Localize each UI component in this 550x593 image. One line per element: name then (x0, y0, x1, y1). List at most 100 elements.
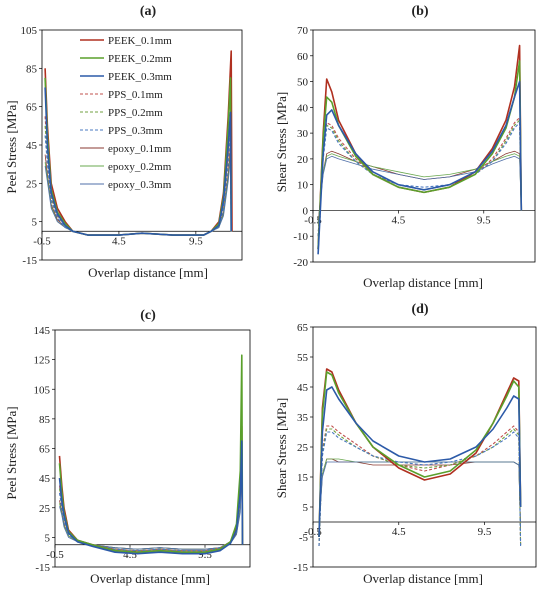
y-tick-label-d-2: 5 (303, 502, 309, 514)
series-line-b-peek-0-2mm (317, 60, 523, 250)
series-line-d-peek-0-3mm (318, 386, 522, 538)
series-line-d-pps-0-3mm (318, 431, 522, 547)
x-axis-title-c: Overlap distance [mm] (90, 571, 210, 586)
series-line-c-pps-0-2mm (58, 410, 244, 552)
series-line-c-peek-0-3mm (58, 440, 244, 555)
y-tick-label-c-0: -15 (35, 562, 50, 574)
series-line-a-peek-0-2mm (44, 77, 232, 236)
plot-frame-b (312, 29, 536, 263)
y-tick-label-d-5: 35 (297, 412, 309, 424)
y-tick-label-d-0: -15 (293, 562, 308, 574)
x-tick-label-a-0: -0.5 (33, 235, 51, 247)
series-line-d-pps-0-1mm (318, 425, 522, 547)
legend-label-pps-0-3mm: PPS_0.3mm (108, 125, 163, 137)
y-tick-label-b-3: 10 (297, 180, 309, 192)
y-tick-label-b-9: 70 (297, 25, 309, 37)
plot-frame-d (312, 326, 537, 568)
x-tick-label-d-2: 9.5 (478, 526, 492, 538)
series-line-c-pps-0-3mm (58, 418, 244, 552)
series-line-b-pps-0-3mm (317, 122, 522, 237)
series-line-b-epoxy-0-3mm (317, 155, 522, 224)
panel-d: (d) -15 -5 5 15 25 35 45 55 65 -0.5 4.5 9.5 Overlap… (274, 302, 537, 586)
series-line-d-peek-0-2mm (318, 371, 522, 538)
legend-a: PEEK_0.1mm PEEK_0.2mm PEEK_0.3mm PPS_0.1mm P… (80, 35, 172, 191)
x-tick-label-d-1: 4.5 (392, 526, 406, 538)
y-tick-label-d-4: 25 (297, 442, 309, 454)
series-line-a-peek-0-3mm (44, 87, 232, 236)
panel-b: (b) -20 -10 0 10 20 30 40 50 60 70 -0.5 4.5 9.5 Over… (274, 4, 536, 290)
series-line-d-peek-0-1mm (318, 368, 522, 538)
series-line-c-peek-0-2mm (58, 354, 244, 553)
y-axis-title-d: Shear Stress [MPa] (274, 398, 289, 498)
y-tick-label-a-1: 5 (32, 217, 38, 229)
panel-letter-c: (c) (140, 308, 156, 323)
legend-label-pps-0-1mm: PPS_0.1mm (108, 89, 163, 101)
y-axis-title-c: Peel Stress [MPa] (4, 406, 19, 499)
series-line-d-pps-0-2mm (318, 428, 522, 547)
y-tick-label-d-7: 55 (297, 352, 309, 364)
y-tick-label-b-2: 0 (303, 205, 309, 217)
y-axis-title-b: Shear Stress [MPa] (274, 92, 289, 192)
legend-label-peek-0-3mm: PEEK_0.3mm (108, 71, 172, 83)
series-line-c-epoxy-0-3mm (59, 470, 243, 550)
legend-label-epoxy-0-3mm: epoxy_0.3mm (108, 179, 172, 191)
plot-area-d: -15 -5 5 15 25 35 45 55 65 -0.5 4.5 9.5 (293, 322, 537, 574)
legend-label-peek-0-2mm: PEEK_0.2mm (108, 53, 172, 65)
plot-area-b: -20 -10 0 10 20 30 40 50 60 70 -0.5 4.5 9.5 (293, 25, 536, 269)
y-tick-label-c-7: 125 (34, 355, 51, 367)
y-tick-label-d-3: 15 (297, 472, 309, 484)
y-tick-label-b-6: 40 (297, 102, 309, 114)
y-tick-label-b-4: 20 (297, 154, 309, 166)
y-tick-label-d-6: 45 (297, 382, 309, 394)
y-tick-label-c-8: 145 (34, 325, 51, 337)
y-tick-label-c-2: 25 (39, 503, 51, 515)
y-tick-label-b-5: 30 (297, 128, 309, 140)
y-tick-label-c-1: 5 (45, 532, 51, 544)
panel-letter-d: (d) (411, 302, 428, 317)
x-tick-label-b-2: 9.5 (477, 214, 491, 226)
series-line-b-epoxy-0-2mm (317, 153, 522, 224)
legend-label-epoxy-0-2mm: epoxy_0.2mm (108, 161, 172, 173)
x-axis-title-d: Overlap distance [mm] (363, 571, 483, 586)
series-line-b-peek-0-3mm (317, 80, 523, 255)
x-tick-label-c-0: -0.5 (46, 549, 64, 561)
y-tick-label-b-8: 60 (297, 51, 309, 63)
x-tick-label-b-1: 4.5 (392, 214, 406, 226)
plot-frame-c (54, 329, 251, 568)
y-tick-label-b-7: 50 (297, 77, 309, 89)
panel-letter-a: (a) (140, 4, 157, 19)
y-tick-label-a-6: 105 (21, 25, 38, 37)
y-tick-label-c-4: 65 (39, 444, 51, 456)
y-tick-label-d-1: -5 (299, 532, 309, 544)
y-axis-title-a: Peel Stress [MPa] (4, 100, 19, 193)
series-line-b-peek-0-1mm (317, 44, 523, 250)
y-tick-label-c-3: 45 (39, 473, 51, 485)
y-tick-label-c-5: 85 (39, 414, 51, 426)
legend-label-pps-0-2mm: PPS_0.2mm (108, 107, 163, 119)
x-tick-label-a-2: 9.5 (189, 235, 203, 247)
y-tick-label-a-4: 65 (26, 102, 38, 114)
series-line-c-pps-0-1mm (58, 403, 244, 552)
y-tick-label-a-2: 25 (26, 178, 38, 190)
y-tick-label-a-0: -15 (22, 255, 37, 267)
y-tick-label-a-3: 45 (26, 140, 38, 152)
series-line-d-epoxy-0-3mm (318, 461, 521, 529)
x-tick-label-b-0: -0.5 (304, 214, 322, 226)
y-tick-label-a-5: 85 (26, 63, 38, 75)
legend-label-epoxy-0-1mm: epoxy_0.1mm (108, 143, 172, 155)
series-line-c-epoxy-0-2mm (59, 462, 243, 550)
series-line-b-pps-0-2mm (317, 119, 522, 237)
x-axis-title-b: Overlap distance [mm] (363, 275, 483, 290)
series-line-b-pps-0-1mm (317, 117, 522, 237)
y-tick-label-b-1: -10 (293, 231, 308, 243)
y-tick-label-c-6: 105 (34, 384, 51, 396)
panel-letter-b: (b) (411, 4, 428, 19)
legend-label-peek-0-1mm: PEEK_0.1mm (108, 35, 172, 47)
series-line-c-peek-0-1mm (58, 425, 244, 553)
x-tick-label-d-0: -0.5 (304, 526, 322, 538)
series-line-a-pps-0-3mm (44, 131, 232, 236)
